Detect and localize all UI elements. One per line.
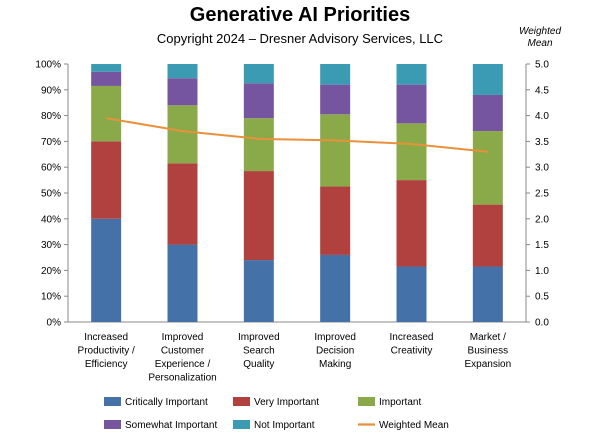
weighted-mean-line <box>106 117 488 153</box>
bar-segment <box>320 64 351 85</box>
category-label: Expansion <box>464 359 511 370</box>
left-tick-label: 70% <box>41 137 61 148</box>
right-tick-label: 2.0 <box>535 214 549 225</box>
category-label: Productivity / <box>78 346 135 357</box>
category-label: Experience / <box>155 359 211 370</box>
category-label: Market / <box>470 332 506 343</box>
right-axis: 0.0 0.5 1.0 1.5 2.0 2.5 3.0 3.5 4.0 4.5 5.0 <box>525 60 549 329</box>
weighted-mean-line-group <box>106 117 488 153</box>
bar-segment <box>320 186 351 255</box>
bar-segment <box>243 260 274 322</box>
category-label: Search <box>243 346 275 357</box>
legend-label: Not Important <box>254 420 315 431</box>
left-tick-label: 100% <box>35 60 61 71</box>
x-axis-labels: Increased Productivity / Efficiency Improve… <box>78 332 512 384</box>
bar-segment <box>91 141 122 219</box>
legend-label: Critically Important <box>125 397 208 408</box>
left-tick-label: 10% <box>41 292 61 303</box>
category-label: Quality <box>243 359 274 370</box>
category-label: Increased <box>390 332 434 343</box>
legend-swatch <box>233 420 250 429</box>
bar-segment <box>472 131 503 205</box>
bar-segment <box>396 84 427 124</box>
right-tick-label: 4.0 <box>535 111 549 122</box>
bar-segment <box>320 254 351 322</box>
category-label: Efficiency <box>85 359 128 370</box>
category-label: Making <box>319 359 351 370</box>
legend-label: Important <box>379 397 421 408</box>
bar-segment <box>396 180 427 267</box>
left-tick-label: 20% <box>41 266 61 277</box>
bar-segment <box>320 114 351 187</box>
category-label: Customer <box>161 346 205 357</box>
category-label: Decision <box>316 346 354 357</box>
chart-title: Generative AI Priorities <box>189 4 411 26</box>
legend-swatch <box>358 397 375 406</box>
bar-segment <box>396 123 427 181</box>
right-axis-title: Weighted Mean <box>500 26 580 50</box>
bar-segment <box>167 105 198 164</box>
left-tick-label: 40% <box>41 214 61 225</box>
legend-swatch <box>104 397 121 406</box>
right-tick-label: 2.5 <box>535 189 549 200</box>
left-tick-label: 30% <box>41 240 61 251</box>
bar-segment <box>472 204 503 267</box>
right-tick-label: 4.5 <box>535 85 549 96</box>
right-axis-title-line: Mean <box>527 38 553 49</box>
bar-segment <box>91 218 122 322</box>
category-label: Creativity <box>391 346 433 357</box>
legend-label: Weighted Mean <box>379 420 449 431</box>
bar-segment <box>320 84 351 115</box>
category-label: Improved <box>314 332 356 343</box>
bar-segment <box>243 83 274 119</box>
bar-segment <box>167 78 198 106</box>
left-axis: 0% 10% 20% 30% 40% 50% 60% 70% 80% 90% 100% <box>35 60 526 329</box>
bar-segment <box>167 163 198 245</box>
bar-segment <box>167 244 198 322</box>
left-tick-label: 80% <box>41 111 61 122</box>
bar-segment <box>91 85 122 142</box>
legend-label: Somewhat Important <box>125 420 217 431</box>
left-tick-label: 0% <box>47 318 62 329</box>
category-label: Improved <box>238 332 280 343</box>
category-label: Increased <box>84 332 128 343</box>
bar-segment <box>472 266 503 322</box>
bar-segment <box>167 64 198 79</box>
right-tick-label: 3.5 <box>535 137 549 148</box>
bar-segment <box>91 71 122 86</box>
bar-segment <box>243 118 274 172</box>
right-tick-label: 1.0 <box>535 266 549 277</box>
right-tick-label: 0.0 <box>535 318 549 329</box>
category-label: Improved <box>162 332 204 343</box>
legend-label: Very Important <box>254 397 319 408</box>
legend-swatch <box>104 420 121 429</box>
bar-segment <box>396 64 427 85</box>
legend: Critically Important Very Important Import… <box>104 397 449 431</box>
bars <box>91 64 503 322</box>
bar-segment <box>472 64 503 95</box>
right-axis-title-line: Weighted <box>518 26 562 37</box>
right-tick-label: 0.5 <box>535 292 549 303</box>
bar-segment <box>91 64 122 72</box>
bar-segment <box>243 171 274 261</box>
right-tick-label: 1.5 <box>535 240 549 251</box>
right-tick-label: 5.0 <box>535 60 549 71</box>
chart-subtitle: Copyright 2024 – Dresner Advisory Servic… <box>156 31 444 46</box>
bar-segment <box>396 266 427 322</box>
left-tick-label: 60% <box>41 163 61 174</box>
legend-swatch <box>233 397 250 406</box>
category-label: Business <box>468 346 509 357</box>
left-tick-label: 90% <box>41 85 61 96</box>
right-tick-label: 3.0 <box>535 163 549 174</box>
left-tick-label: 50% <box>41 189 61 200</box>
bar-segment <box>472 94 503 132</box>
category-label: Personalization <box>148 373 216 384</box>
bar-segment <box>243 64 274 84</box>
